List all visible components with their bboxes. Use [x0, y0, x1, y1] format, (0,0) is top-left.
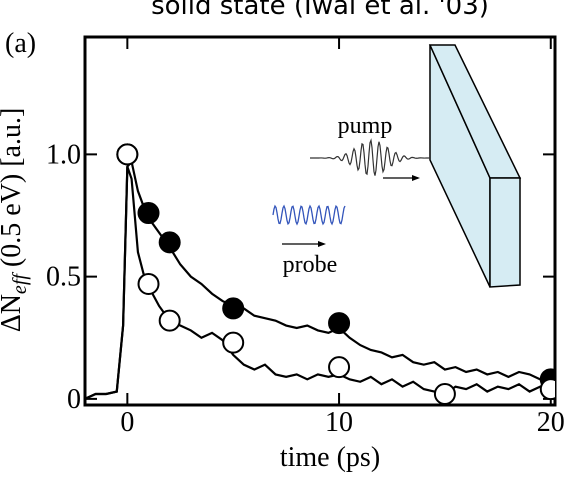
trace-line	[85, 166, 552, 400]
data-point	[433, 382, 456, 405]
data-point	[137, 272, 160, 295]
data-point	[158, 231, 181, 254]
y-tick-label: 1.0	[46, 139, 81, 170]
x-tick-label: 0	[120, 407, 134, 438]
y-tick-label: 0	[67, 384, 81, 415]
data-point	[116, 143, 139, 166]
x-axis-label: time (ps)	[280, 442, 380, 473]
inset: pump probe	[272, 44, 522, 288]
plot-frame	[83, 35, 557, 407]
probe-wave	[272, 204, 346, 226]
y-axis-label: ΔNeff (0.5 eV) [a.u.]	[0, 108, 31, 333]
chart-title: solid state (Iwai et al. '03)	[151, 0, 489, 21]
pump-wave	[309, 138, 431, 176]
plot-area	[85, 143, 555, 405]
x-tick-label: 20	[537, 407, 565, 438]
data-point	[158, 309, 181, 332]
data-point	[222, 331, 245, 354]
sample-side	[489, 177, 521, 288]
data-point	[137, 202, 160, 225]
data-point	[328, 356, 351, 379]
panel-label: (a)	[5, 28, 36, 59]
y-label-main: ΔN	[0, 294, 27, 332]
data-point	[539, 378, 555, 401]
pump-label: pump	[338, 113, 393, 139]
y-label-rest: (0.5 eV) [a.u.]	[0, 108, 27, 274]
data-point	[222, 297, 245, 320]
x-tick-label: 10	[325, 407, 353, 438]
probe-label: probe	[283, 252, 338, 278]
data-point	[328, 312, 351, 335]
y-tick-label: 0.5	[46, 262, 81, 293]
y-label-sub: eff	[9, 272, 31, 294]
pump-arrowhead	[412, 175, 420, 181]
probe-arrowhead	[318, 241, 326, 247]
